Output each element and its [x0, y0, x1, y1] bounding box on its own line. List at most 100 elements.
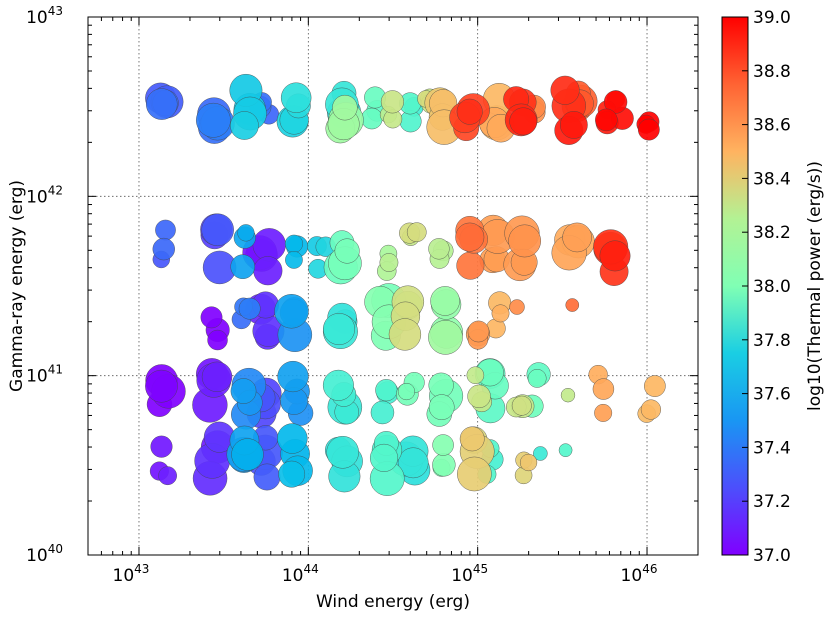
scatter-point — [594, 403, 613, 422]
colorbar-tick-label: 37.4 — [753, 438, 791, 458]
colorbar-tick-label: 37.0 — [753, 546, 791, 566]
colorbar-tick-label: 39.0 — [753, 8, 791, 28]
scatter-point — [456, 251, 485, 280]
scatter-point — [562, 222, 592, 253]
scatter-point — [599, 240, 631, 272]
colorbar-tick-label: 38.8 — [753, 62, 791, 82]
scatter-point — [511, 395, 532, 416]
scatter-point — [430, 286, 460, 316]
scatter-point — [375, 379, 398, 402]
scatter-point — [397, 447, 429, 479]
scatter-point — [428, 394, 455, 420]
scatter-point — [644, 375, 666, 397]
colorbar-tick-label: 38.6 — [753, 116, 791, 136]
scatter-point — [491, 304, 510, 323]
scatter-point — [603, 90, 628, 114]
scatter-point — [558, 443, 573, 457]
scatter-point — [369, 443, 398, 472]
scatter-point — [230, 111, 259, 140]
colorbar-tick-label: 37.2 — [753, 492, 791, 512]
y-tick-label: 1042 — [26, 183, 63, 207]
x-axis-ticks: 1043 1044 1045 1046 — [87, 17, 699, 586]
x-axis-label: Wind energy (erg) — [316, 592, 470, 612]
scatter-point — [158, 466, 177, 486]
scatter-point — [527, 369, 547, 388]
scatter-point — [370, 400, 395, 425]
y-axis-ticks: 1040 1041 1042 1043 — [26, 4, 698, 566]
scatter-point — [509, 299, 525, 315]
scatter-point — [334, 238, 360, 264]
scatter-point — [323, 313, 356, 346]
scatter-point — [284, 234, 304, 253]
y-tick-label: 1043 — [26, 4, 63, 28]
x-tick-label: 1043 — [113, 562, 150, 586]
y-tick-label: 1041 — [26, 363, 63, 387]
scatter-point — [196, 102, 231, 138]
colorbar-ticks: 37.0 37.2 37.4 37.6 37.8 38.0 38.2 38.4 38.6 38.8… — [742, 8, 791, 566]
colorbar-tick-label: 38.4 — [753, 169, 791, 189]
scatter-point — [332, 94, 358, 121]
scatter-point — [428, 320, 463, 355]
scatter-point — [280, 82, 312, 113]
y-tick-label: 1040 — [26, 542, 63, 566]
scatter-point — [397, 383, 415, 401]
scatter-point — [406, 222, 427, 242]
scatter-point — [467, 320, 490, 343]
scatter-point — [456, 98, 483, 125]
scatter-point — [459, 426, 485, 452]
scatter-points — [145, 73, 666, 496]
scatter-point — [152, 237, 175, 261]
scatter-point — [253, 256, 283, 286]
colorbar-tick-label: 38.2 — [753, 223, 791, 243]
y-axis-label: Gamma-ray energy (erg) — [7, 180, 27, 392]
scatter-point — [150, 435, 173, 458]
scatter-point — [432, 453, 456, 477]
scatter-point — [519, 453, 538, 472]
scatter-point — [201, 361, 233, 392]
scatter-point — [274, 294, 309, 329]
scatter-point — [432, 434, 454, 456]
scatter-point — [509, 107, 538, 136]
scatter-point — [455, 222, 485, 252]
scatter-point — [595, 108, 618, 132]
scatter-point — [592, 378, 615, 400]
scatter-point — [145, 88, 178, 120]
scatter-point — [428, 372, 454, 398]
scatter-point — [466, 366, 485, 384]
scatter-point — [277, 360, 309, 393]
x-tick-label: 1044 — [282, 562, 319, 586]
scatter-point — [533, 446, 548, 461]
scatter-point — [230, 254, 256, 279]
scatter-point — [560, 111, 588, 139]
scatter-point — [565, 298, 580, 312]
scatter-point — [252, 228, 286, 262]
scatter-point — [278, 460, 306, 488]
scatter-point — [379, 253, 399, 272]
scatter-point — [322, 369, 354, 401]
scatter-point — [326, 436, 359, 469]
scatter-point — [285, 251, 303, 269]
scatter-point — [428, 238, 450, 260]
colorbar-tick-label: 37.8 — [753, 331, 791, 351]
scatter-point — [155, 219, 176, 241]
scatter-point — [145, 369, 178, 403]
scatter-point — [230, 378, 257, 404]
x-tick-label: 1045 — [451, 562, 488, 586]
plot-frame — [87, 16, 699, 556]
scatter-point — [388, 318, 422, 351]
colorbar-label: log10(Thermal power (erg/s)) — [805, 161, 825, 411]
colorbar-tick-label: 37.6 — [753, 385, 791, 405]
scatter-point — [550, 75, 580, 105]
x-tick-label: 1046 — [621, 562, 658, 586]
scatter-point — [238, 297, 261, 320]
colorbar-tick-label: 38.0 — [753, 277, 791, 297]
scatter-point — [637, 118, 660, 141]
scatter-point — [231, 438, 264, 471]
scatter-point — [508, 224, 541, 258]
scatter-point — [201, 213, 234, 247]
scatter-point — [207, 329, 228, 351]
scatter-point — [277, 423, 308, 454]
scatter-point — [467, 384, 491, 409]
scatter-point — [237, 224, 255, 242]
